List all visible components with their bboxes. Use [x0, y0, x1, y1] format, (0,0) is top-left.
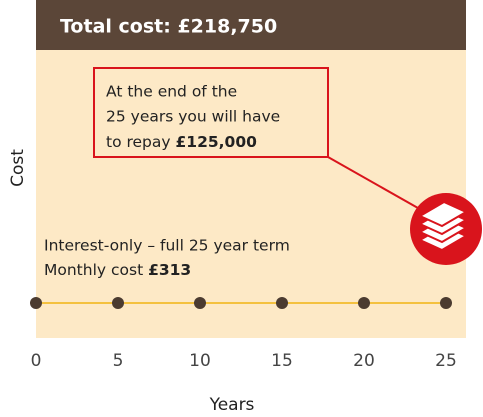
money-icon: [410, 193, 482, 265]
annotation-text: At the end of the: [106, 83, 237, 101]
annotation-text: to repay £125,000: [106, 133, 257, 151]
y-axis-label: Cost: [8, 149, 28, 187]
point: [112, 297, 124, 309]
series-label: Monthly cost: [44, 261, 148, 279]
point: [30, 297, 42, 309]
x-axis-label: Years: [209, 395, 255, 415]
plot-background: [36, 0, 466, 338]
point: [358, 297, 370, 309]
series-amount: £313: [148, 261, 191, 279]
point: [440, 297, 452, 309]
point: [194, 297, 206, 309]
series-label: Interest-only – full 25 year term: [44, 237, 290, 255]
x-tick-label: 5: [113, 351, 124, 371]
x-tick-label: 0: [31, 351, 42, 371]
title-band: [36, 0, 466, 50]
point: [276, 297, 288, 309]
x-tick-label: 10: [189, 351, 211, 371]
annotation-text: to repay: [106, 133, 176, 151]
x-tick-label: 25: [435, 351, 457, 371]
callout-line: [327, 156, 426, 213]
annotation-text: 25 years you will have: [106, 108, 280, 126]
x-tick-label: 15: [271, 351, 293, 371]
annotation-box: [93, 67, 329, 158]
series-label: Monthly cost £313: [44, 261, 191, 279]
annotation-amount: £125,000: [176, 133, 258, 151]
chart-title: Total cost: £218,750: [60, 16, 277, 38]
x-tick-label: 20: [353, 351, 375, 371]
